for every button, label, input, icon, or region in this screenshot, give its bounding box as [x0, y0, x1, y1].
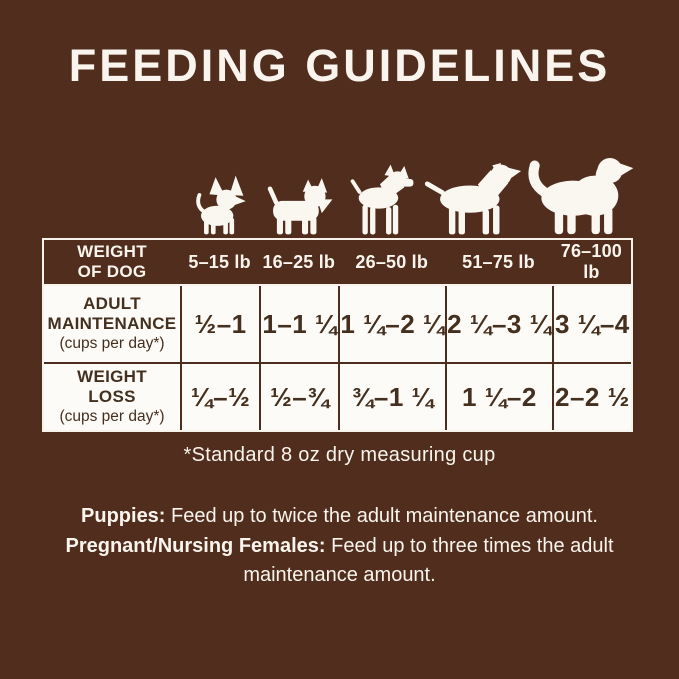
adult-maintenance-line1: ADULT	[83, 293, 141, 313]
row-label-weight-loss: WEIGHT LOSS (cups per day*)	[44, 362, 180, 430]
feeding-table: WEIGHT OF DOG 5–15 lb 16–25 lb 26–50 lb …	[42, 238, 633, 432]
page-title: FEEDING GUIDELINES	[68, 40, 611, 91]
adult-maintenance-5-15: ½–1	[180, 286, 260, 362]
adult-maintenance-16-25: 1–1 ¼	[259, 286, 339, 362]
boxer-icon	[350, 164, 413, 235]
row-label-adult-maintenance: ADULT MAINTENANCE (cups per day*)	[44, 286, 180, 362]
header-weight-line1: WEIGHT	[77, 242, 147, 262]
adult-maintenance-sub: (cups per day*)	[59, 335, 165, 353]
dog-slot-extra-large	[523, 150, 635, 236]
chihuahua-icon	[195, 175, 246, 235]
table-header-26-50lb: 26–50 lb	[338, 240, 446, 286]
adult-maintenance-76-100: 3 ¼–4	[551, 286, 631, 362]
weight-loss-sub: (cups per day*)	[59, 408, 165, 426]
pregnant-nursing-note: Pregnant/Nursing Females: Feed up to thr…	[60, 532, 619, 591]
dog-slot-small	[180, 150, 261, 236]
table-header-16-25lb: 16–25 lb	[259, 240, 339, 286]
weight-loss-line1: WEIGHT	[77, 366, 147, 386]
pregnant-nursing-note-label: Pregnant/Nursing Females:	[65, 534, 326, 557]
adult-maintenance-line2: MAINTENANCE	[47, 313, 177, 333]
weight-loss-16-25: ½–¾	[259, 362, 339, 430]
puppies-note-label: Puppies:	[81, 505, 166, 527]
newfoundland-icon	[528, 158, 634, 235]
table-header-76-100lb: 76–100 lb	[551, 240, 631, 286]
puppies-note-text: Feed up to twice the adult maintenance a…	[165, 505, 598, 527]
dog-slot-medium	[342, 150, 423, 236]
puppies-note: Puppies: Feed up to twice the adult main…	[60, 502, 619, 532]
weight-loss-5-15: ¼–½	[180, 362, 260, 430]
weight-loss-line2: LOSS	[88, 386, 136, 406]
weight-loss-51-75: 1 ¼–2	[445, 362, 552, 430]
measuring-cup-footnote: *Standard 8 oz dry measuring cup	[183, 444, 496, 466]
dog-slot-small-medium	[261, 150, 342, 236]
dog-slot-large	[423, 150, 523, 236]
table-header-5-15lb: 5–15 lb	[180, 240, 260, 286]
feeding-notes: Puppies: Feed up to twice the adult main…	[60, 502, 619, 591]
rottweiler-icon	[424, 163, 522, 235]
table-header-51-75lb: 51–75 lb	[445, 240, 552, 286]
dog-silhouettes-row	[180, 150, 635, 236]
adult-maintenance-26-50: 1 ¼–2 ¼	[338, 286, 446, 362]
terrier-icon	[267, 178, 332, 235]
weight-loss-26-50: ¾–1 ¼	[338, 362, 446, 430]
header-weight-line2: OF DOG	[77, 262, 147, 281]
table-header-weight-of-dog: WEIGHT OF DOG	[44, 240, 180, 286]
adult-maintenance-51-75: 2 ¼–3 ¼	[445, 286, 552, 362]
weight-loss-76-100: 2–2 ½	[551, 362, 631, 430]
pregnant-nursing-note-text: Feed up to three times the adult mainten…	[243, 534, 614, 587]
